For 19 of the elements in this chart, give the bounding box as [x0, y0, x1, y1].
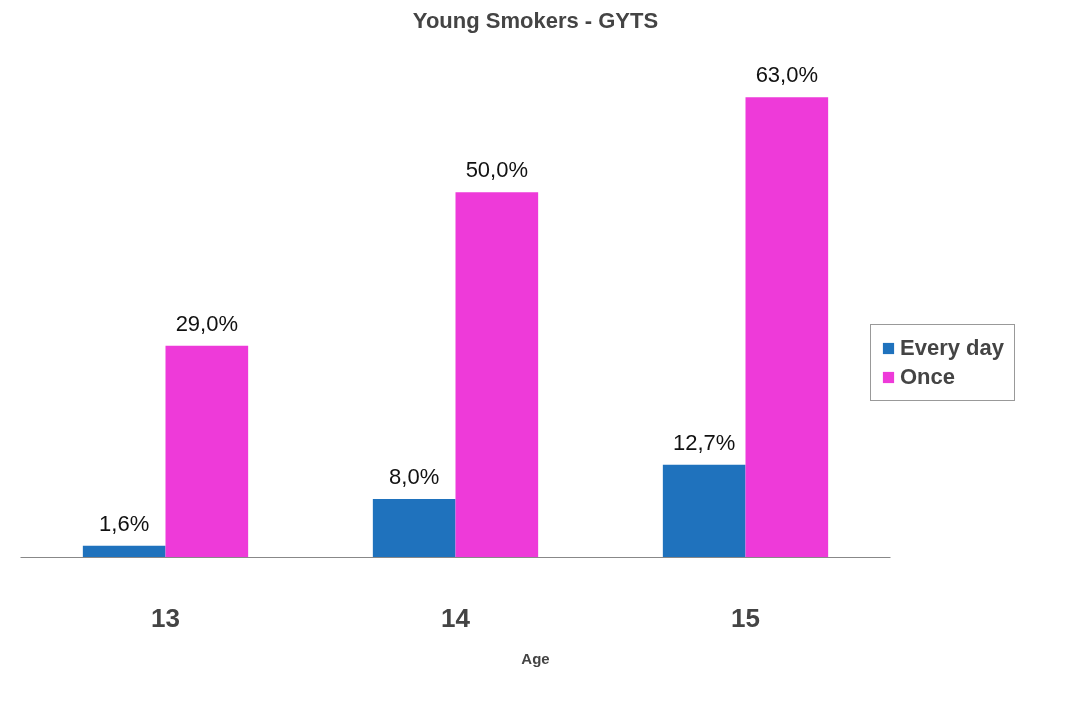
bar [455, 192, 539, 558]
data-label: 50,0% [465, 157, 529, 183]
x-axis-title: Age [521, 649, 550, 667]
bar [165, 345, 249, 558]
x-tick-label: 13 [151, 602, 180, 633]
data-label: 63,0% [755, 62, 819, 88]
bar [745, 97, 829, 558]
bar [662, 464, 746, 558]
data-label: 29,0% [175, 310, 239, 336]
data-label: 12,7% [672, 429, 736, 455]
x-tick-label: 14 [441, 602, 471, 633]
data-label: 8,0% [389, 464, 440, 490]
legend-label: Every day [900, 335, 1004, 361]
legend-label: Once [900, 364, 956, 390]
bar [82, 545, 166, 558]
x-tick-label: 15 [731, 602, 760, 633]
chart-title: Young Smokers - GYTS [412, 7, 659, 33]
data-label: 1,6% [99, 510, 150, 536]
bar [372, 499, 456, 558]
